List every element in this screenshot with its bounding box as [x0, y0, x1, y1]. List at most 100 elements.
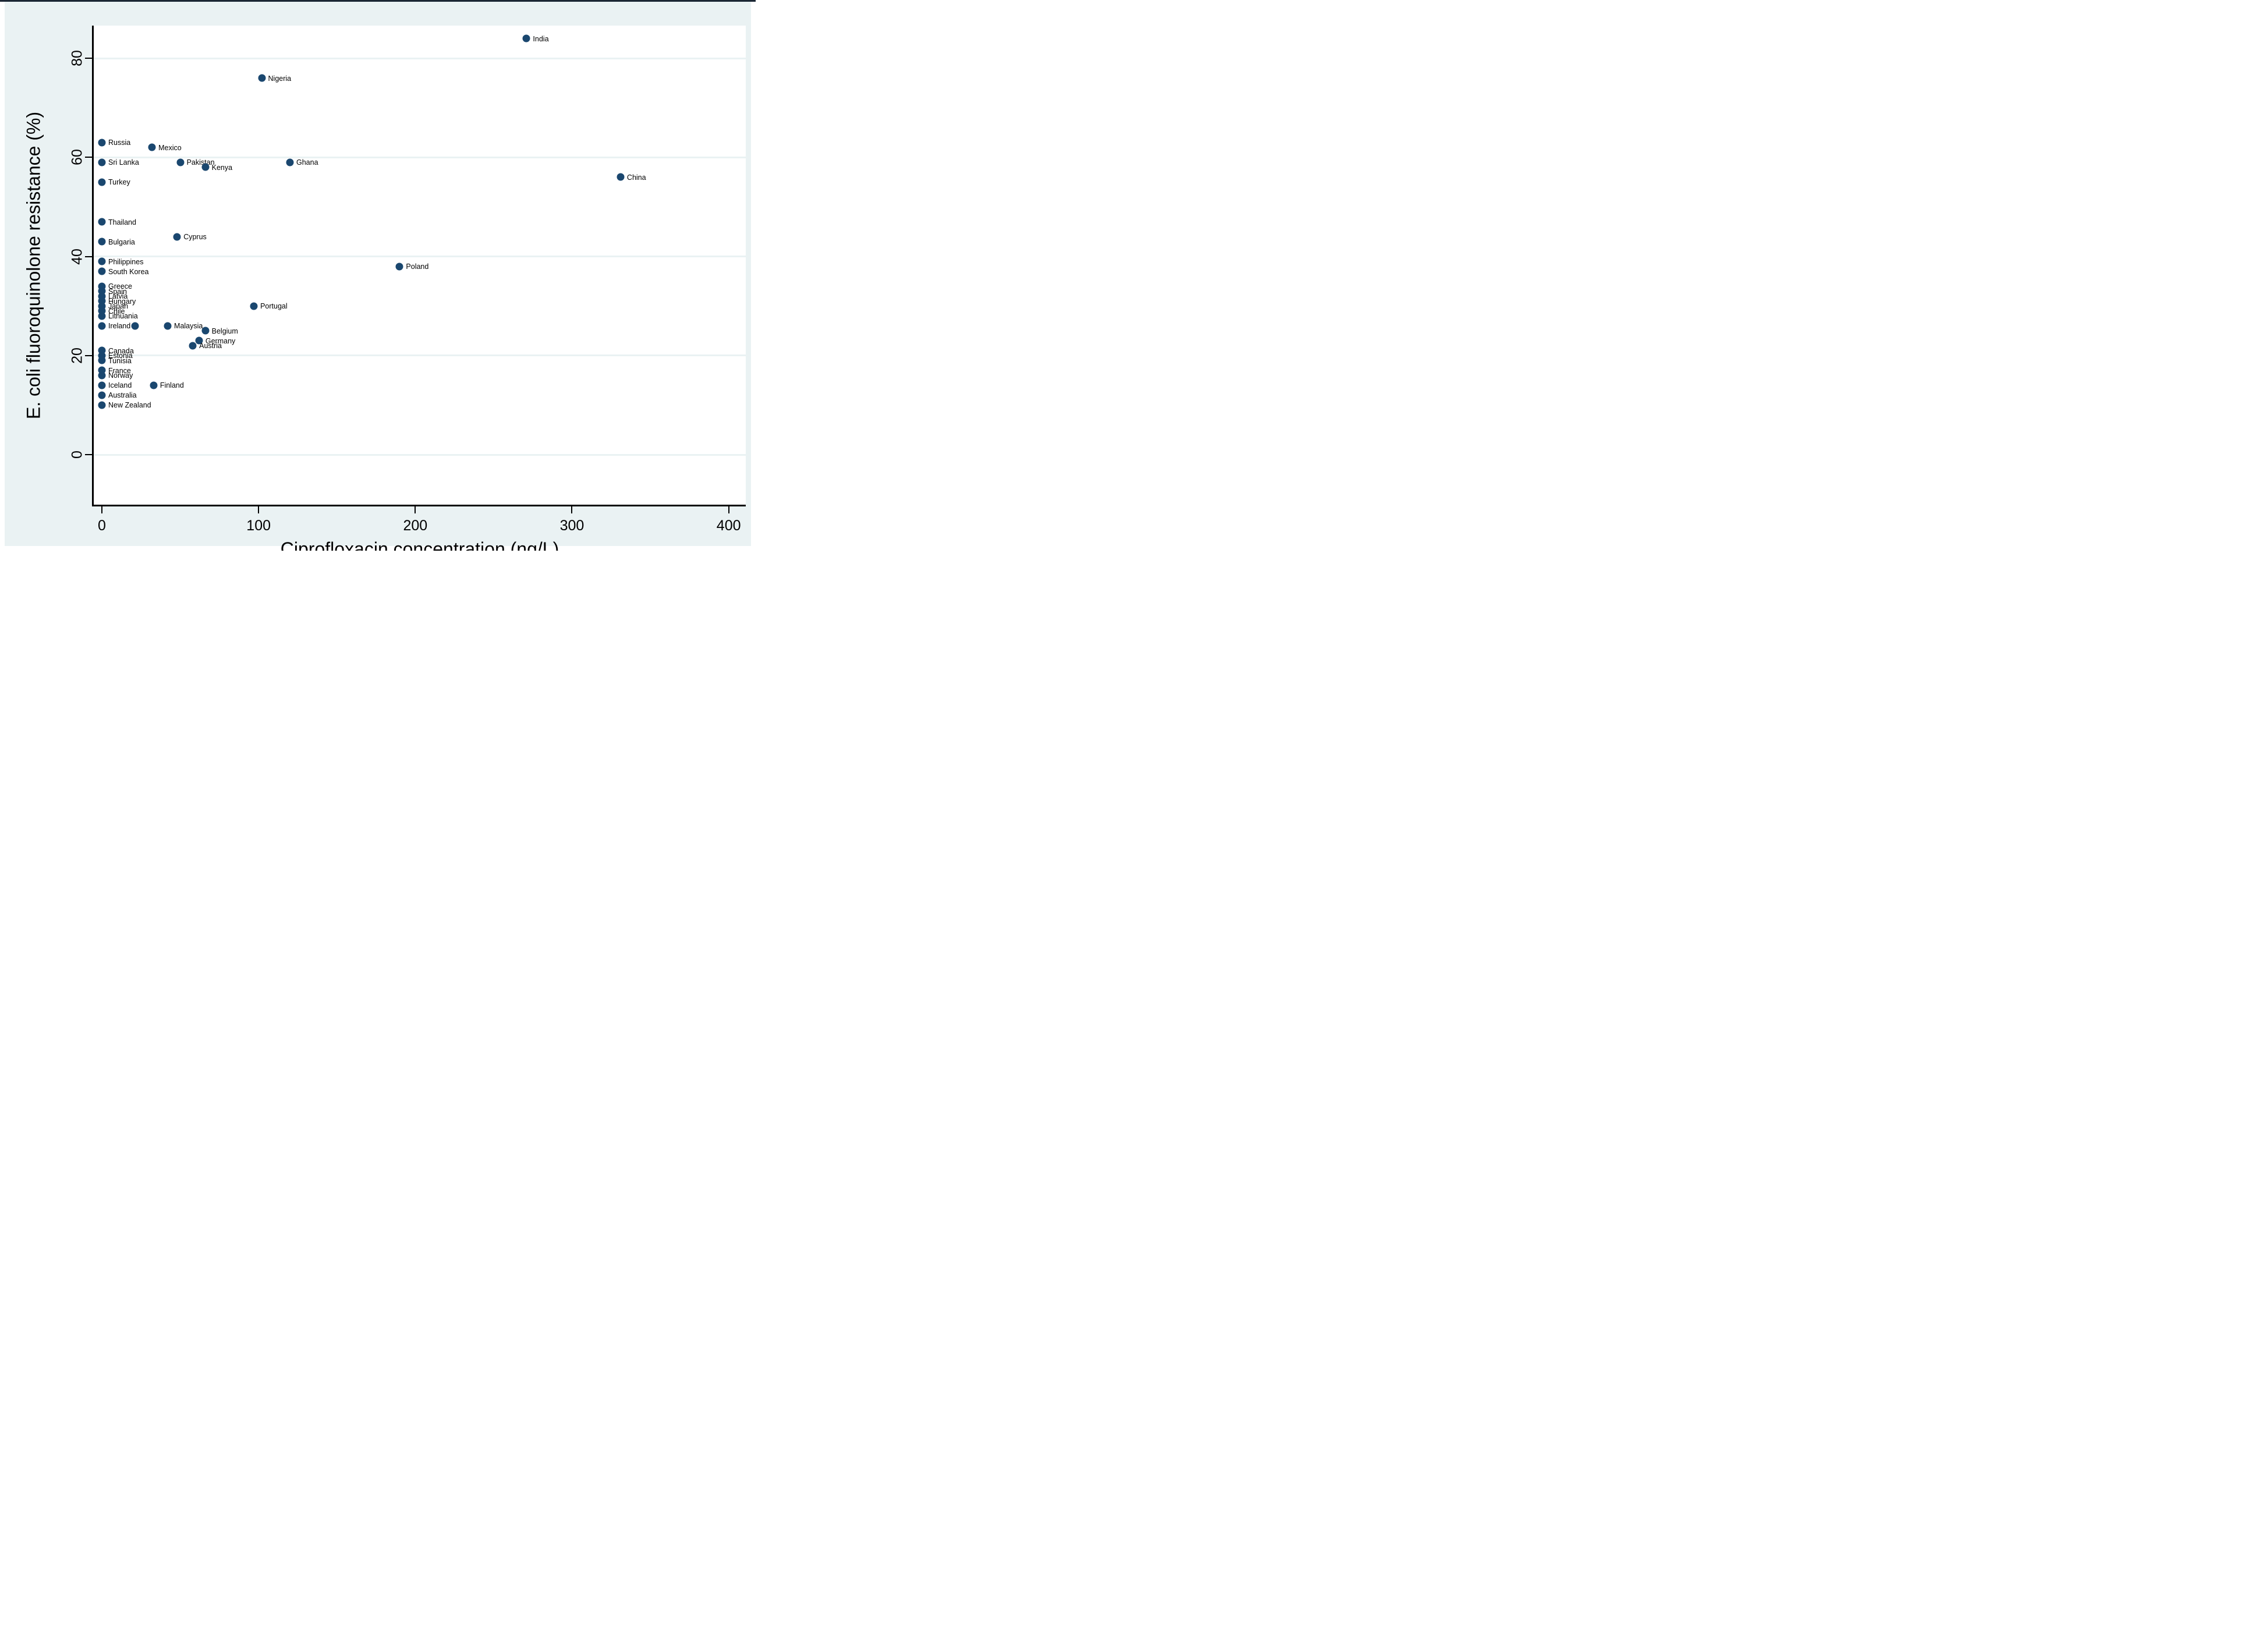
- point-label: Russia: [108, 139, 131, 147]
- x-tick-label: 300: [559, 517, 585, 534]
- point-label: Ghana: [296, 158, 318, 167]
- point-label: Japan: [108, 302, 129, 311]
- point-label: South Korea: [108, 267, 149, 276]
- point-label: Portugal: [260, 302, 288, 311]
- y-tick: [85, 157, 92, 158]
- scatter-point: [258, 74, 266, 82]
- scatter-point: [98, 356, 106, 364]
- point-label: Mexico: [158, 143, 182, 152]
- y-tick-label: 20: [69, 347, 86, 364]
- y-tick: [85, 354, 92, 356]
- y-gridline: [94, 354, 746, 357]
- point-label: Canada: [108, 346, 134, 355]
- y-axis-line: [92, 26, 94, 506]
- scatter-point: [98, 178, 106, 186]
- scatter-point: [201, 327, 210, 335]
- point-label: Iceland: [108, 381, 132, 390]
- scatter-point: [522, 34, 530, 42]
- scatter-point: [150, 381, 158, 389]
- scatter-point: [189, 342, 197, 350]
- point-label: Australia: [108, 391, 137, 400]
- scatter-point: [98, 218, 106, 226]
- point-label: Chile: [108, 307, 125, 315]
- point-label: Greece: [108, 282, 132, 291]
- scatter-point: [395, 263, 403, 271]
- x-tick-label: 0: [98, 517, 106, 534]
- scatter-point: [617, 173, 625, 181]
- point-label: New Zealand: [108, 401, 151, 410]
- x-tick: [571, 506, 573, 513]
- y-tick-label: 60: [69, 149, 86, 166]
- y-gridline: [94, 156, 746, 158]
- scatter-point: [98, 237, 106, 246]
- scatter-point: [98, 401, 106, 409]
- point-label: Nigeria: [268, 74, 292, 83]
- y-gridline: [94, 453, 746, 456]
- point-label: Malaysia: [174, 322, 203, 331]
- point-label: Estonia: [108, 352, 133, 360]
- point-label: Thailand: [108, 218, 136, 226]
- x-tick: [101, 506, 102, 513]
- point-label: Bulgaria: [108, 237, 135, 246]
- screenshot-page: India Nigeria Russia Mexico Sri Lanka Pakista…: [0, 0, 756, 551]
- point-label: Kenya: [211, 163, 233, 172]
- x-axis-line: [92, 505, 746, 506]
- point-label: China: [626, 173, 646, 182]
- x-axis-title: Ciprofloxacin concentration (ng/L): [280, 538, 559, 551]
- scatter-point: [164, 322, 172, 330]
- point-label: France: [108, 366, 131, 375]
- x-tick-label: 200: [403, 517, 428, 534]
- x-tick: [415, 506, 416, 513]
- point-label: Ireland: [108, 322, 131, 331]
- point-label: Pakistan: [186, 158, 215, 167]
- point-label: Hungary: [108, 297, 136, 306]
- y-gridline: [94, 57, 746, 59]
- point-label: Lithuania: [108, 312, 138, 321]
- point-label: Tunisia: [108, 356, 132, 365]
- x-tick-label: 100: [246, 517, 271, 534]
- scatter-point: [176, 158, 185, 166]
- y-tick-label: 0: [69, 451, 86, 459]
- y-axis-title: E. coli fluoroquinolone resistance (%): [23, 111, 44, 419]
- scatter-point: [286, 158, 294, 166]
- scatter-point: [98, 158, 106, 166]
- point-label: Austria: [199, 342, 222, 350]
- point-label: Latvia: [108, 292, 128, 301]
- plot-area: India Nigeria Russia Mexico Sri Lanka Pakista…: [94, 26, 746, 505]
- chart-canvas: India Nigeria Russia Mexico Sri Lanka Pakista…: [5, 2, 751, 551]
- x-tick: [728, 506, 729, 513]
- point-label: Sri Lanka: [108, 158, 139, 167]
- point-label: Turkey: [108, 178, 130, 187]
- y-tick: [85, 58, 92, 59]
- scatter-point: [250, 302, 258, 310]
- y-tick: [85, 256, 92, 257]
- scatter-point: [148, 143, 156, 151]
- y-tick-label: 40: [69, 248, 86, 265]
- scatter-point: [173, 233, 181, 241]
- point-label: Spain: [108, 287, 127, 296]
- scatter-point: [98, 381, 106, 389]
- x-tick-label: 400: [716, 517, 741, 534]
- point-label: Belgium: [211, 327, 238, 335]
- screenshot-top-edge: [0, 0, 756, 2]
- point-label: Poland: [406, 263, 429, 271]
- point-label: Germany: [205, 336, 236, 345]
- scatter-point: [98, 312, 106, 320]
- scatter-point: [98, 391, 106, 399]
- y-tick: [85, 454, 92, 456]
- point-label: Norway: [108, 371, 133, 380]
- point-label: Philippines: [108, 257, 144, 266]
- point-label: Cyprus: [183, 233, 207, 242]
- scatter-point: [98, 257, 106, 265]
- y-gridline: [94, 256, 746, 258]
- point-label: India: [533, 34, 549, 43]
- scatter-point: [98, 371, 106, 380]
- point-label: Finland: [160, 381, 184, 390]
- scatter-point: [98, 139, 106, 147]
- scatter-point: [98, 267, 106, 275]
- scatter-point: [98, 322, 106, 330]
- scatter-point: [131, 322, 139, 330]
- scatter-point: [195, 336, 203, 345]
- x-tick: [258, 506, 260, 513]
- scatter-point: [201, 163, 210, 171]
